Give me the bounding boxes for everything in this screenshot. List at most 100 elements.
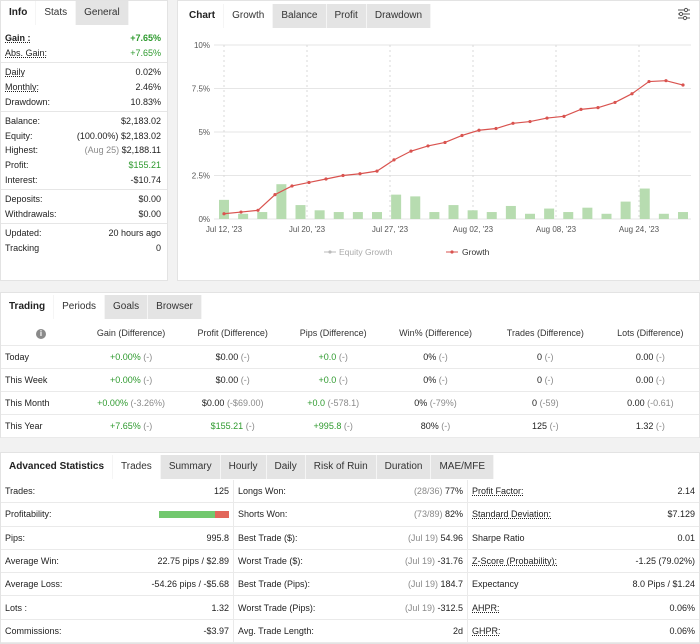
x-tick-label: Aug 08, '23 (536, 225, 577, 234)
tab-stats[interactable]: Stats (36, 1, 77, 25)
growth-point (630, 92, 634, 96)
period-row: This Week +0.00% (-) $0.00 (-) +0.0 (-) 0% (… (1, 368, 699, 393)
stat-label: Pips: (5, 532, 26, 543)
sliders-icon[interactable] (677, 7, 691, 21)
period-cell: +995.8 (-) (284, 414, 383, 439)
period-row: This Month +0.00% (-3.26%) $0.00 (-$69.00)… (1, 391, 699, 416)
equity-growth-bar (678, 212, 688, 219)
tab-mae-mfe[interactable]: MAE/MFE (431, 455, 495, 479)
balance-row: Balance: $2,183.02 (1, 114, 167, 129)
period-cell: 1.32 (-) (601, 414, 699, 439)
growth-chart: 0% 2.5% 5% 7.5% 10% Jul 12, '23 Jul 20, '23 Jul… (192, 41, 691, 257)
period-value: +0.00% (109, 374, 141, 385)
stat-value-group: (Jul 19) 184.7 (408, 579, 463, 589)
tab-browser[interactable]: Browser (148, 295, 202, 319)
period-value: $0.00 (215, 374, 239, 385)
period-diff: (-79%) (427, 398, 457, 409)
period-cell: 80% (-) (382, 414, 489, 439)
daily-label[interactable]: Daily (5, 67, 26, 78)
period-diff: (-0.61) (644, 398, 674, 409)
stat-label[interactable]: GHPR: (472, 625, 501, 636)
stat-row: Best Trade (Pips): (Jul 19) 184.7 (234, 573, 467, 597)
stat-label[interactable]: AHPR: (472, 602, 500, 613)
equity-growth-bar (658, 213, 669, 219)
stat-value: -1.25 (79.02%) (635, 556, 695, 567)
stat-detail: (Jul 19) (404, 556, 435, 567)
tab-risk-of-ruin[interactable]: Risk of Ruin (305, 455, 377, 479)
period-cell: $0.00 (-$69.00) (181, 391, 285, 416)
tab-goals[interactable]: Goals (105, 295, 149, 319)
abs-gain-label[interactable]: Abs. Gain: (5, 47, 48, 58)
tab-general[interactable]: General (76, 1, 129, 25)
stat-value: 2.14 (677, 486, 695, 497)
period-cell: 0% (-) (382, 345, 489, 369)
stat-value: $7.129 (667, 509, 695, 520)
stat-row: Pips: 995.8 (1, 527, 233, 550)
stat-value: 54.96 (440, 532, 463, 543)
tab-drawdown[interactable]: Drawdown (366, 4, 432, 28)
stat-label[interactable]: Z-Score (Probability): (472, 556, 558, 567)
period-cell: +0.0 (-578.1) (284, 391, 383, 416)
equity-growth-bar (219, 199, 229, 219)
monthly-label[interactable]: Monthly: (5, 82, 40, 93)
tab-info[interactable]: Info (1, 1, 37, 25)
stat-value-group: 2d (453, 626, 463, 636)
period-diff: (-) (336, 374, 348, 385)
highest-row: Highest: (Aug 25) $2,188.11 (1, 143, 167, 158)
equity-growth-bar (429, 212, 440, 219)
tracking-label: Tracking (5, 243, 40, 254)
deposits-value: $0.00 (138, 194, 161, 205)
tab-advanced-statistics[interactable]: Advanced Statistics (1, 455, 114, 479)
period-label: This Year (1, 414, 81, 439)
stat-value: 125 (213, 486, 229, 497)
growth-point (545, 116, 549, 120)
col-win: Win% (Difference) (382, 322, 489, 346)
profitability-loss (215, 510, 229, 518)
growth-point (256, 208, 260, 212)
growth-point (528, 119, 532, 124)
tab-duration[interactable]: Duration (376, 455, 432, 479)
stat-value-group: (28/36) 77% (414, 486, 463, 496)
gain-row: Gain : +7.65% (1, 31, 167, 46)
highest-date: (Aug 25) (84, 145, 120, 156)
tab-daily[interactable]: Daily (266, 455, 306, 479)
stat-row: Worst Trade ($): (Jul 19) -31.76 (234, 550, 467, 574)
profit-row: Profit: $155.21 (1, 158, 167, 173)
balance-label: Balance: (5, 116, 41, 127)
tab-periods[interactable]: Periods (54, 295, 106, 319)
stat-detail: (Jul 19) (407, 532, 438, 543)
period-diff: (-3.26%) (127, 398, 165, 409)
equity-growth-bar (582, 207, 593, 219)
period-value: +995.8 (313, 421, 342, 432)
period-cell: $0.00 (-) (181, 368, 285, 393)
period-diff: (-) (653, 421, 665, 432)
stat-value: 0.01 (677, 532, 695, 543)
gain-label[interactable]: Gain : (5, 33, 31, 44)
stat-value: 184.7 (440, 579, 463, 590)
adv-col-2: Longs Won: (28/36) 77% Shorts Won: (73/89) … (233, 480, 467, 644)
stat-value: -$3.97 (203, 625, 229, 636)
tab-trading[interactable]: Trading (1, 295, 55, 319)
info-icon[interactable]: i (1, 322, 81, 346)
equity-pct: (100.00%) (76, 130, 119, 141)
profit-value: $155.21 (128, 160, 161, 171)
tab-chart[interactable]: Chart (181, 4, 225, 28)
monthly-value: 2.46% (135, 82, 161, 93)
tab-hourly[interactable]: Hourly (220, 455, 267, 479)
tab-trades[interactable]: Trades (113, 455, 161, 479)
stat-label: Commissions: (5, 625, 62, 636)
tab-growth[interactable]: Growth (224, 4, 274, 28)
stat-label[interactable]: Standard Deviation: (472, 509, 552, 520)
daily-row: Daily 0.02% (1, 65, 167, 80)
deposits-label: Deposits: (5, 194, 43, 205)
growth-point (426, 144, 430, 148)
tab-profit[interactable]: Profit (326, 4, 367, 28)
period-value: +0.0 (318, 351, 337, 362)
tab-summary[interactable]: Summary (160, 455, 221, 479)
stat-row: Profitability: (1, 503, 233, 527)
stat-value: 995.8 (206, 532, 229, 543)
monthly-row: Monthly: 2.46% (1, 80, 167, 95)
tab-balance[interactable]: Balance (273, 4, 327, 28)
stat-value: 82% (444, 509, 463, 520)
stat-label[interactable]: Profit Factor: (472, 486, 524, 497)
